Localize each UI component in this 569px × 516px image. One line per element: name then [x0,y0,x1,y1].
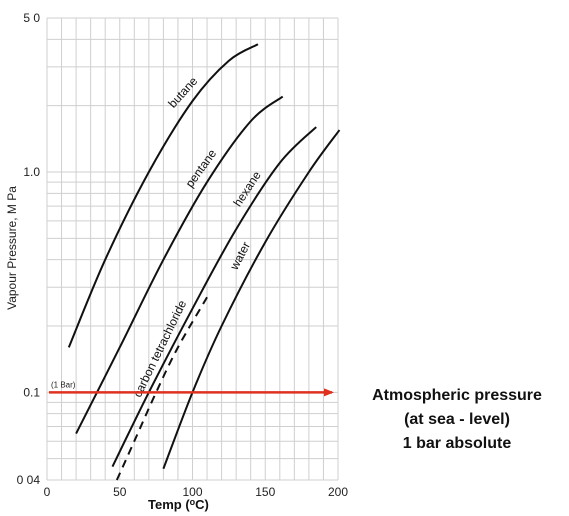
series-label-water: water [227,240,253,273]
y-axis-title: Vapour Pressure, M Pa [5,186,19,310]
atmospheric-pressure-note: Atmospheric pressure (at sea - level) 1 … [345,384,569,456]
note-line-1: Atmospheric pressure [372,387,542,404]
x-tick-label: 150 [255,485,275,499]
series-line-carbon-tetrachloride [115,296,208,481]
series-label-hexane: hexane [230,168,264,209]
series-lines [67,43,341,481]
y-tick-label: 5 0 [23,11,40,25]
x-tick-label: 0 [44,485,51,499]
x-axis-title-degree: o [190,497,196,507]
series-label-butane: butane [165,74,200,111]
series-line-water [162,129,341,470]
x-tick-label: 100 [182,485,202,499]
series-line-hexane [111,126,317,468]
x-axis-title: Temp (oC) [148,497,209,512]
x-tick-label: 50 [113,485,127,499]
one-bar-label: (1 Bar) [51,380,76,389]
grid [46,17,339,481]
y-tick-label: 0.1 [23,385,40,399]
x-axis-title-text: Temp ( [148,497,190,512]
series-line-butane [67,43,259,348]
x-tick-label: 200 [328,485,348,499]
x-axis-title-unit: C) [195,497,209,512]
note-line-3: 1 bar absolute [402,435,512,452]
note-line-2: (at sea - level) [404,411,510,428]
y-tick-label: 0 04 [17,473,41,487]
tick-labels: 0 50 100 150 200 5 0 1.0 0.1 0 04 [17,11,349,499]
y-tick-label: 1.0 [23,165,40,179]
series-label-pentane: pentane [183,146,220,190]
series-line-pentane [75,95,284,434]
